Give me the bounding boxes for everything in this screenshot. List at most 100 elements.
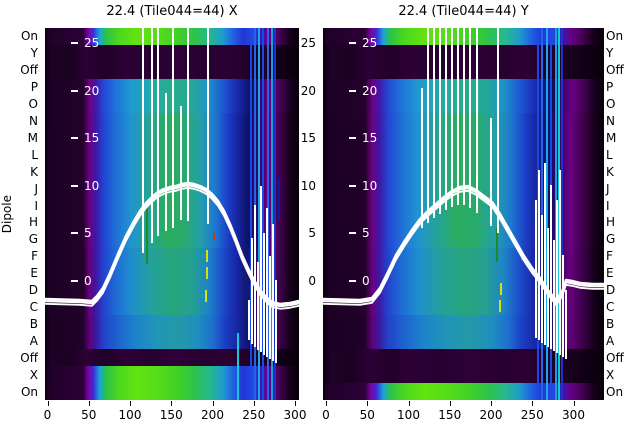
flagged-channel-streak bbox=[213, 233, 215, 240]
flagged-channel-streak bbox=[237, 333, 239, 400]
dipole-label: X bbox=[606, 367, 615, 382]
heatmap-row bbox=[323, 332, 604, 350]
flagged-channel-streak bbox=[278, 178, 280, 220]
left-panel-title: 22.4 (Tile044=44) X bbox=[106, 4, 238, 19]
x-tick-label: 150 bbox=[159, 408, 183, 422]
x-tick-label: 0 bbox=[43, 408, 52, 422]
x-tick-label: 50 bbox=[81, 408, 97, 422]
flagged-channel-streak bbox=[555, 28, 557, 400]
x-tick-mark bbox=[491, 401, 492, 406]
flagged-channel-streak bbox=[254, 28, 256, 400]
gap-ytick-label: 25 bbox=[300, 36, 316, 50]
x-axis-left: 0 50 100 150 200 250 300 bbox=[43, 400, 306, 426]
x-tick-label: 100 bbox=[118, 408, 142, 422]
flagged-channel-streak bbox=[561, 28, 563, 400]
inner-ytick-mark bbox=[349, 232, 356, 235]
dipole-label: On bbox=[20, 384, 38, 399]
heatmap-row bbox=[45, 332, 299, 350]
dipole-label: M bbox=[606, 130, 617, 145]
inner-ytick-label: 15 bbox=[362, 131, 378, 146]
dipole-label: A bbox=[606, 333, 615, 348]
flagged-channel-streak bbox=[537, 28, 539, 400]
dipole-label: C bbox=[29, 300, 38, 314]
inner-ytick-mark bbox=[349, 184, 356, 187]
dipole-label: J bbox=[34, 181, 38, 196]
inner-ytick: 5 bbox=[71, 226, 92, 240]
heatmap-row bbox=[323, 366, 604, 384]
inner-ytick: 10 bbox=[71, 179, 99, 193]
x-tick-label: 250 bbox=[520, 408, 544, 422]
heatmap-row bbox=[45, 298, 299, 317]
x-tick-label: 300 bbox=[283, 408, 307, 422]
dipole-label: N bbox=[606, 114, 615, 128]
inner-ytick: 25 bbox=[71, 36, 99, 50]
heatmap-row bbox=[45, 146, 299, 164]
heatmap-panel-x: 25 20 15 10 5 0 bbox=[45, 28, 299, 400]
inner-ytick-mark bbox=[349, 89, 356, 92]
inner-ytick-mark bbox=[349, 42, 356, 44]
heatmap-row bbox=[45, 315, 299, 333]
flagged-channel-streak bbox=[546, 28, 548, 400]
x-tick-mark bbox=[47, 401, 49, 406]
flagged-channel-streak bbox=[206, 250, 208, 262]
dipole-label: P bbox=[30, 80, 38, 95]
dipole-label: Off bbox=[606, 63, 624, 78]
dipole-label: P bbox=[606, 80, 614, 95]
x-tick-mark bbox=[88, 401, 90, 406]
x-tick-mark bbox=[367, 401, 369, 406]
dipole-label: Y bbox=[30, 46, 38, 61]
flagged-channel-streak bbox=[541, 28, 543, 400]
flagged-channel-streak bbox=[274, 28, 276, 400]
dipole-label: C bbox=[606, 300, 615, 314]
x-tick-label: 200 bbox=[479, 408, 503, 422]
inner-ytick: 0 bbox=[349, 274, 370, 288]
dipole-label: L bbox=[31, 147, 38, 162]
dipole-label: D bbox=[28, 283, 38, 298]
heatmap-panel-y: 25 20 15 10 5 0 bbox=[323, 28, 604, 400]
inner-ytick-mark bbox=[71, 42, 78, 44]
dipole-label: X bbox=[29, 367, 38, 382]
heatmap-row bbox=[45, 197, 299, 215]
heatmap-row bbox=[323, 349, 604, 367]
dipole-label: On bbox=[20, 29, 38, 44]
dipole-label: F bbox=[606, 249, 613, 264]
x-tick-label: 100 bbox=[397, 408, 420, 422]
dipole-label: Off bbox=[20, 350, 38, 365]
inner-ytick-label: 10 bbox=[84, 178, 100, 193]
dipole-label: N bbox=[29, 114, 38, 128]
dipole-label: H bbox=[606, 215, 616, 230]
x-tick-label: 0 bbox=[322, 408, 330, 422]
inner-ytick-mark bbox=[71, 89, 78, 92]
x-tick-mark bbox=[295, 401, 296, 406]
inner-ytick: 0 bbox=[71, 274, 92, 288]
dipole-label: A bbox=[29, 333, 38, 348]
dipole-label: E bbox=[30, 266, 38, 281]
flagged-channel-streak bbox=[250, 28, 252, 400]
x-tick-mark bbox=[326, 401, 327, 406]
x-tick-mark bbox=[573, 401, 575, 406]
x-tick-mark bbox=[171, 401, 173, 406]
inner-ytick-label: 10 bbox=[362, 178, 378, 193]
inner-ytick: 25 bbox=[349, 36, 377, 50]
x-tick-mark bbox=[130, 401, 131, 406]
gap-ytick-label: 20 bbox=[300, 83, 316, 98]
x-tick-label: 200 bbox=[201, 408, 224, 422]
inner-ytick-label: 25 bbox=[362, 36, 378, 50]
dipole-label: O bbox=[28, 97, 38, 112]
dipole-label: D bbox=[606, 283, 616, 298]
dipole-label: Y bbox=[606, 46, 614, 61]
dipole-label: B bbox=[29, 316, 38, 331]
inner-ytick: 15 bbox=[349, 131, 377, 145]
dipole-label: E bbox=[606, 266, 614, 281]
dipole-label: I bbox=[34, 198, 38, 213]
flagged-channel-streak bbox=[558, 28, 560, 400]
flagged-channel-streak bbox=[500, 283, 502, 295]
inner-ytick-label: 25 bbox=[84, 36, 100, 50]
heatmap-row bbox=[45, 95, 299, 114]
dipole-label: H bbox=[28, 215, 38, 230]
flagged-channel-streak bbox=[271, 28, 273, 400]
dipole-labels-right: On Y Off P O N M L K J I H G F E D C B A Off X On bbox=[606, 28, 640, 400]
flagged-channel-streak bbox=[550, 28, 552, 400]
dipole-label: O bbox=[606, 97, 616, 112]
dipole-label: M bbox=[27, 130, 38, 145]
